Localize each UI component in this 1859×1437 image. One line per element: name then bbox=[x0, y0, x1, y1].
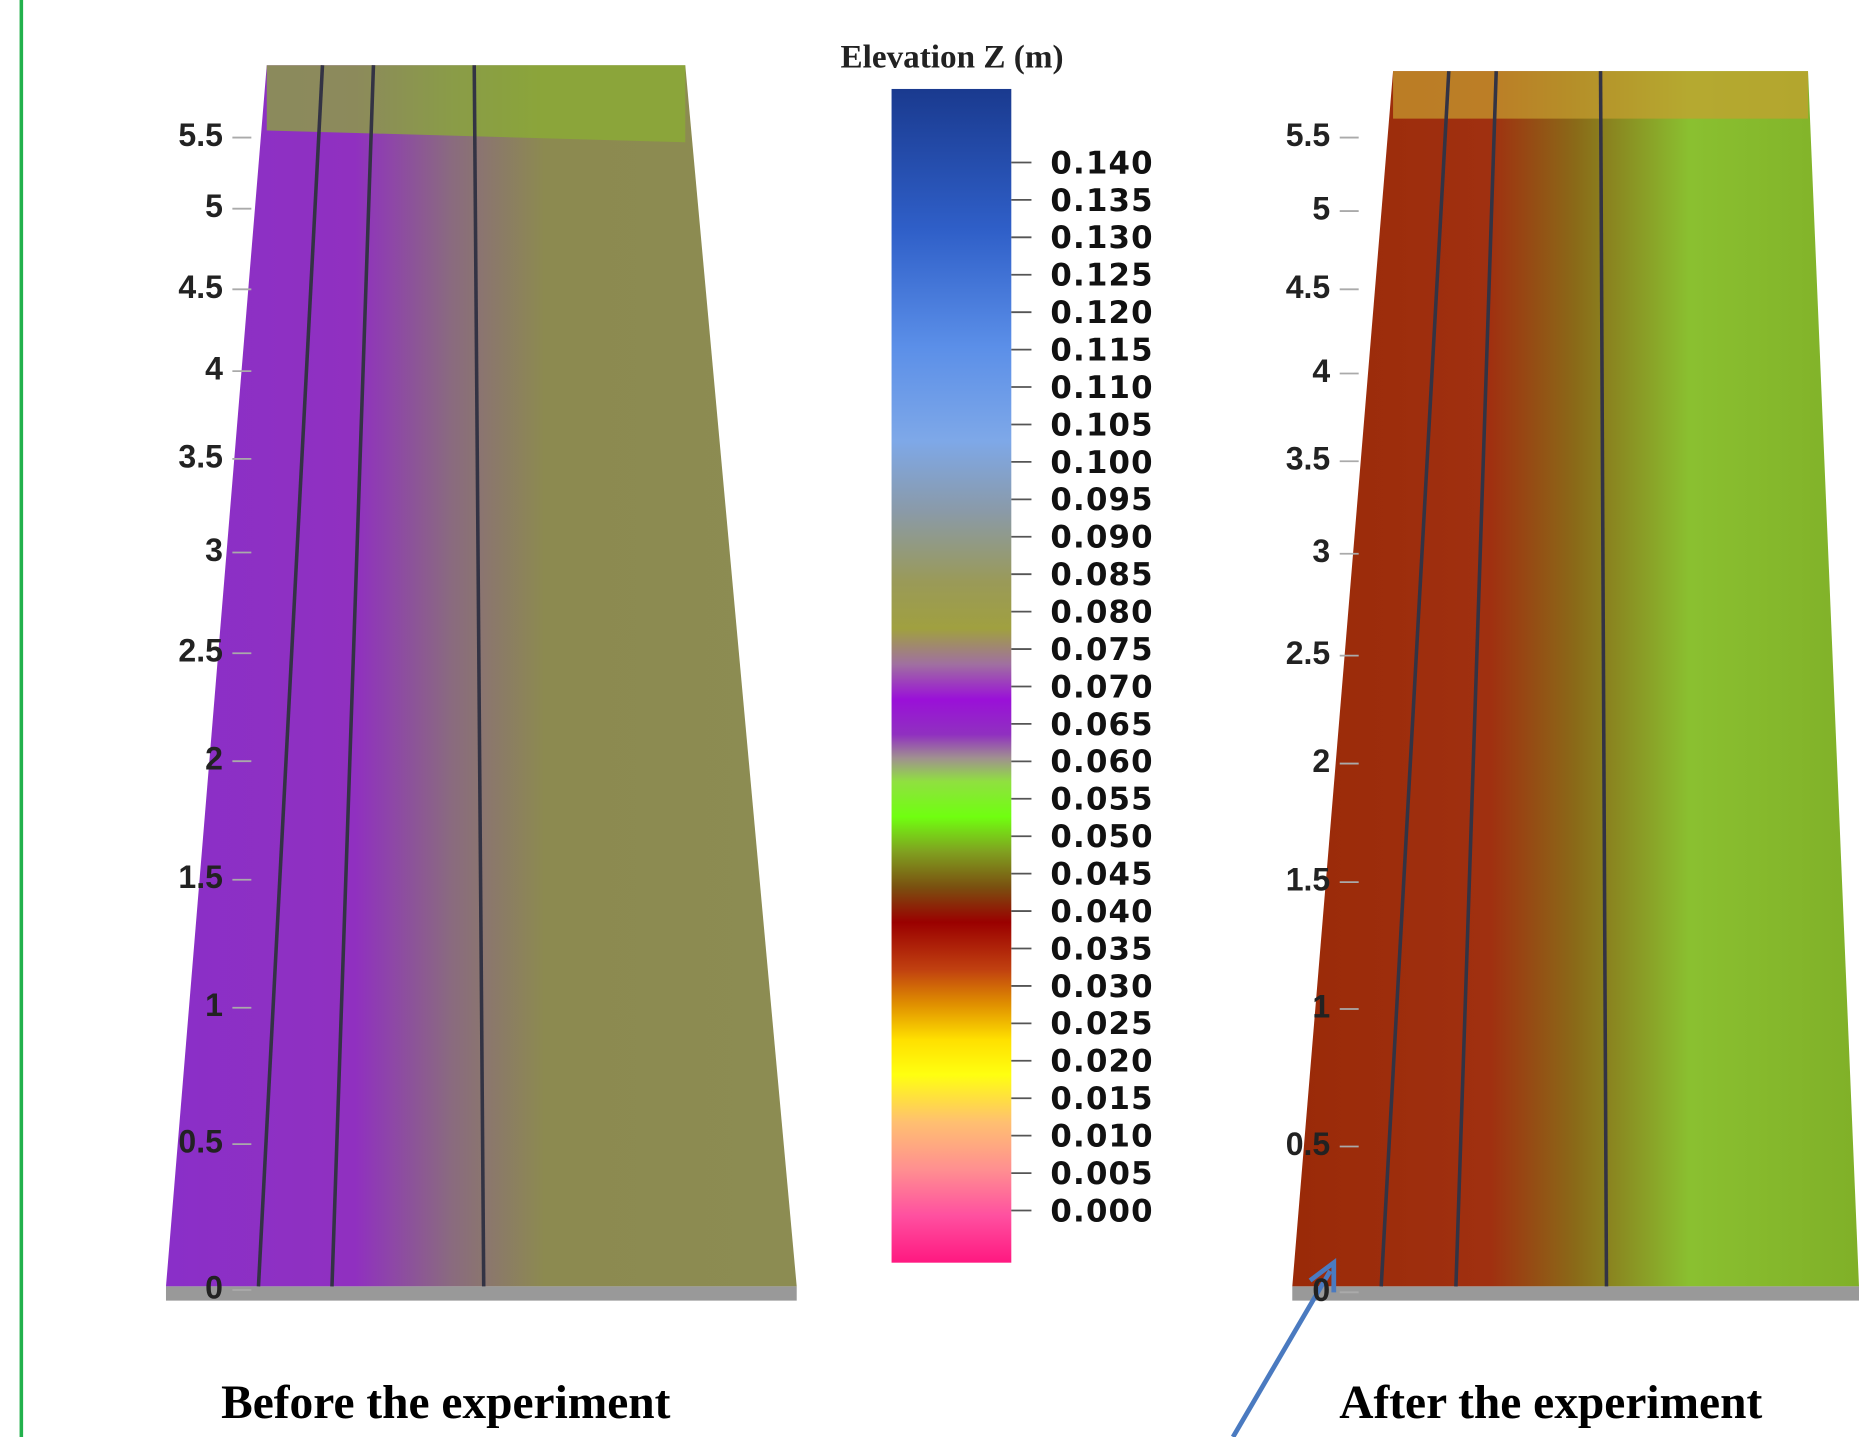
axis-label: 2.5 bbox=[1286, 635, 1330, 671]
colorbar-label: 0.075 bbox=[1050, 632, 1153, 668]
colorbar-label: 0.130 bbox=[1050, 220, 1153, 256]
colorbar-label: 0.020 bbox=[1050, 1044, 1153, 1080]
axis-label: 1.5 bbox=[178, 859, 222, 895]
axis-label: 5 bbox=[205, 188, 223, 224]
colorbar-label: 0.085 bbox=[1050, 557, 1153, 593]
axis-label: 0 bbox=[1312, 1272, 1330, 1308]
colorbar-title: Elevation Z (m) bbox=[840, 39, 1063, 76]
colorbar-label: 0.135 bbox=[1050, 183, 1153, 219]
axis-label: 3.5 bbox=[1286, 441, 1330, 477]
axis-label: 4.5 bbox=[1286, 269, 1330, 305]
colorbar-label: 0.035 bbox=[1050, 931, 1153, 967]
figure: Elevation Z (m) Before the experiment Af… bbox=[0, 0, 1859, 1437]
axis-label: 1 bbox=[205, 987, 223, 1023]
colorbar-label: 0.095 bbox=[1050, 482, 1153, 518]
colorbar-label: 0.015 bbox=[1050, 1081, 1153, 1117]
axis-label: 3.5 bbox=[178, 438, 222, 474]
colorbar-label: 0.005 bbox=[1050, 1156, 1153, 1192]
axis-label: 0.5 bbox=[178, 1124, 222, 1160]
colorbar-label: 0.060 bbox=[1050, 744, 1153, 780]
axis-label: 1 bbox=[1312, 988, 1330, 1024]
colorbar-label: 0.105 bbox=[1050, 407, 1153, 443]
colorbar-label: 0.025 bbox=[1050, 1006, 1153, 1042]
axis-label: 2.5 bbox=[178, 633, 222, 669]
axis-label: 4 bbox=[1312, 353, 1330, 389]
axis-label: 5.5 bbox=[1286, 117, 1330, 153]
axis-label: 4.5 bbox=[178, 269, 222, 305]
colorbar-label: 0.115 bbox=[1050, 332, 1153, 368]
colorbar-label: 0.055 bbox=[1050, 782, 1153, 818]
colorbar-label: 0.120 bbox=[1050, 295, 1153, 331]
colorbar bbox=[892, 89, 1012, 1263]
caption: After the experiment bbox=[1339, 1377, 1762, 1429]
axis-label: 3 bbox=[205, 532, 223, 568]
map-base bbox=[1292, 1286, 1859, 1300]
elevation-map bbox=[1292, 71, 1859, 1286]
axis-label: 4 bbox=[205, 351, 223, 387]
colorbar-label: 0.080 bbox=[1050, 594, 1153, 630]
page: Elevation Z (m) Before the experiment Af… bbox=[0, 0, 1859, 1437]
axis-label: 0.5 bbox=[1286, 1126, 1330, 1162]
colorbar-label: 0.050 bbox=[1050, 819, 1153, 855]
axis-label: 1.5 bbox=[1286, 862, 1330, 898]
colorbar-label: 0.110 bbox=[1050, 370, 1153, 406]
map-base bbox=[166, 1286, 797, 1300]
axis-label: 2 bbox=[205, 741, 223, 777]
colorbar-label: 0.070 bbox=[1050, 669, 1153, 705]
colorbar-label: 0.125 bbox=[1050, 258, 1153, 294]
colorbar-label: 0.140 bbox=[1050, 145, 1153, 181]
colorbar-label: 0.065 bbox=[1050, 707, 1153, 743]
colorbar-label: 0.010 bbox=[1050, 1119, 1153, 1155]
colorbar-label: 0.090 bbox=[1050, 520, 1153, 556]
colorbar-label: 0.045 bbox=[1050, 857, 1153, 893]
axis-label: 5.5 bbox=[178, 117, 222, 153]
colorbar-label: 0.030 bbox=[1050, 969, 1153, 1005]
axis-label: 3 bbox=[1312, 533, 1330, 569]
colorbar-label: 0.000 bbox=[1050, 1193, 1153, 1229]
colorbar-label: 0.040 bbox=[1050, 894, 1153, 930]
axis-label: 5 bbox=[1312, 191, 1330, 227]
axis-label: 2 bbox=[1312, 743, 1330, 779]
colorbar-label: 0.100 bbox=[1050, 445, 1153, 481]
caption: Before the experiment bbox=[221, 1377, 671, 1429]
axis-label: 0 bbox=[205, 1269, 223, 1305]
